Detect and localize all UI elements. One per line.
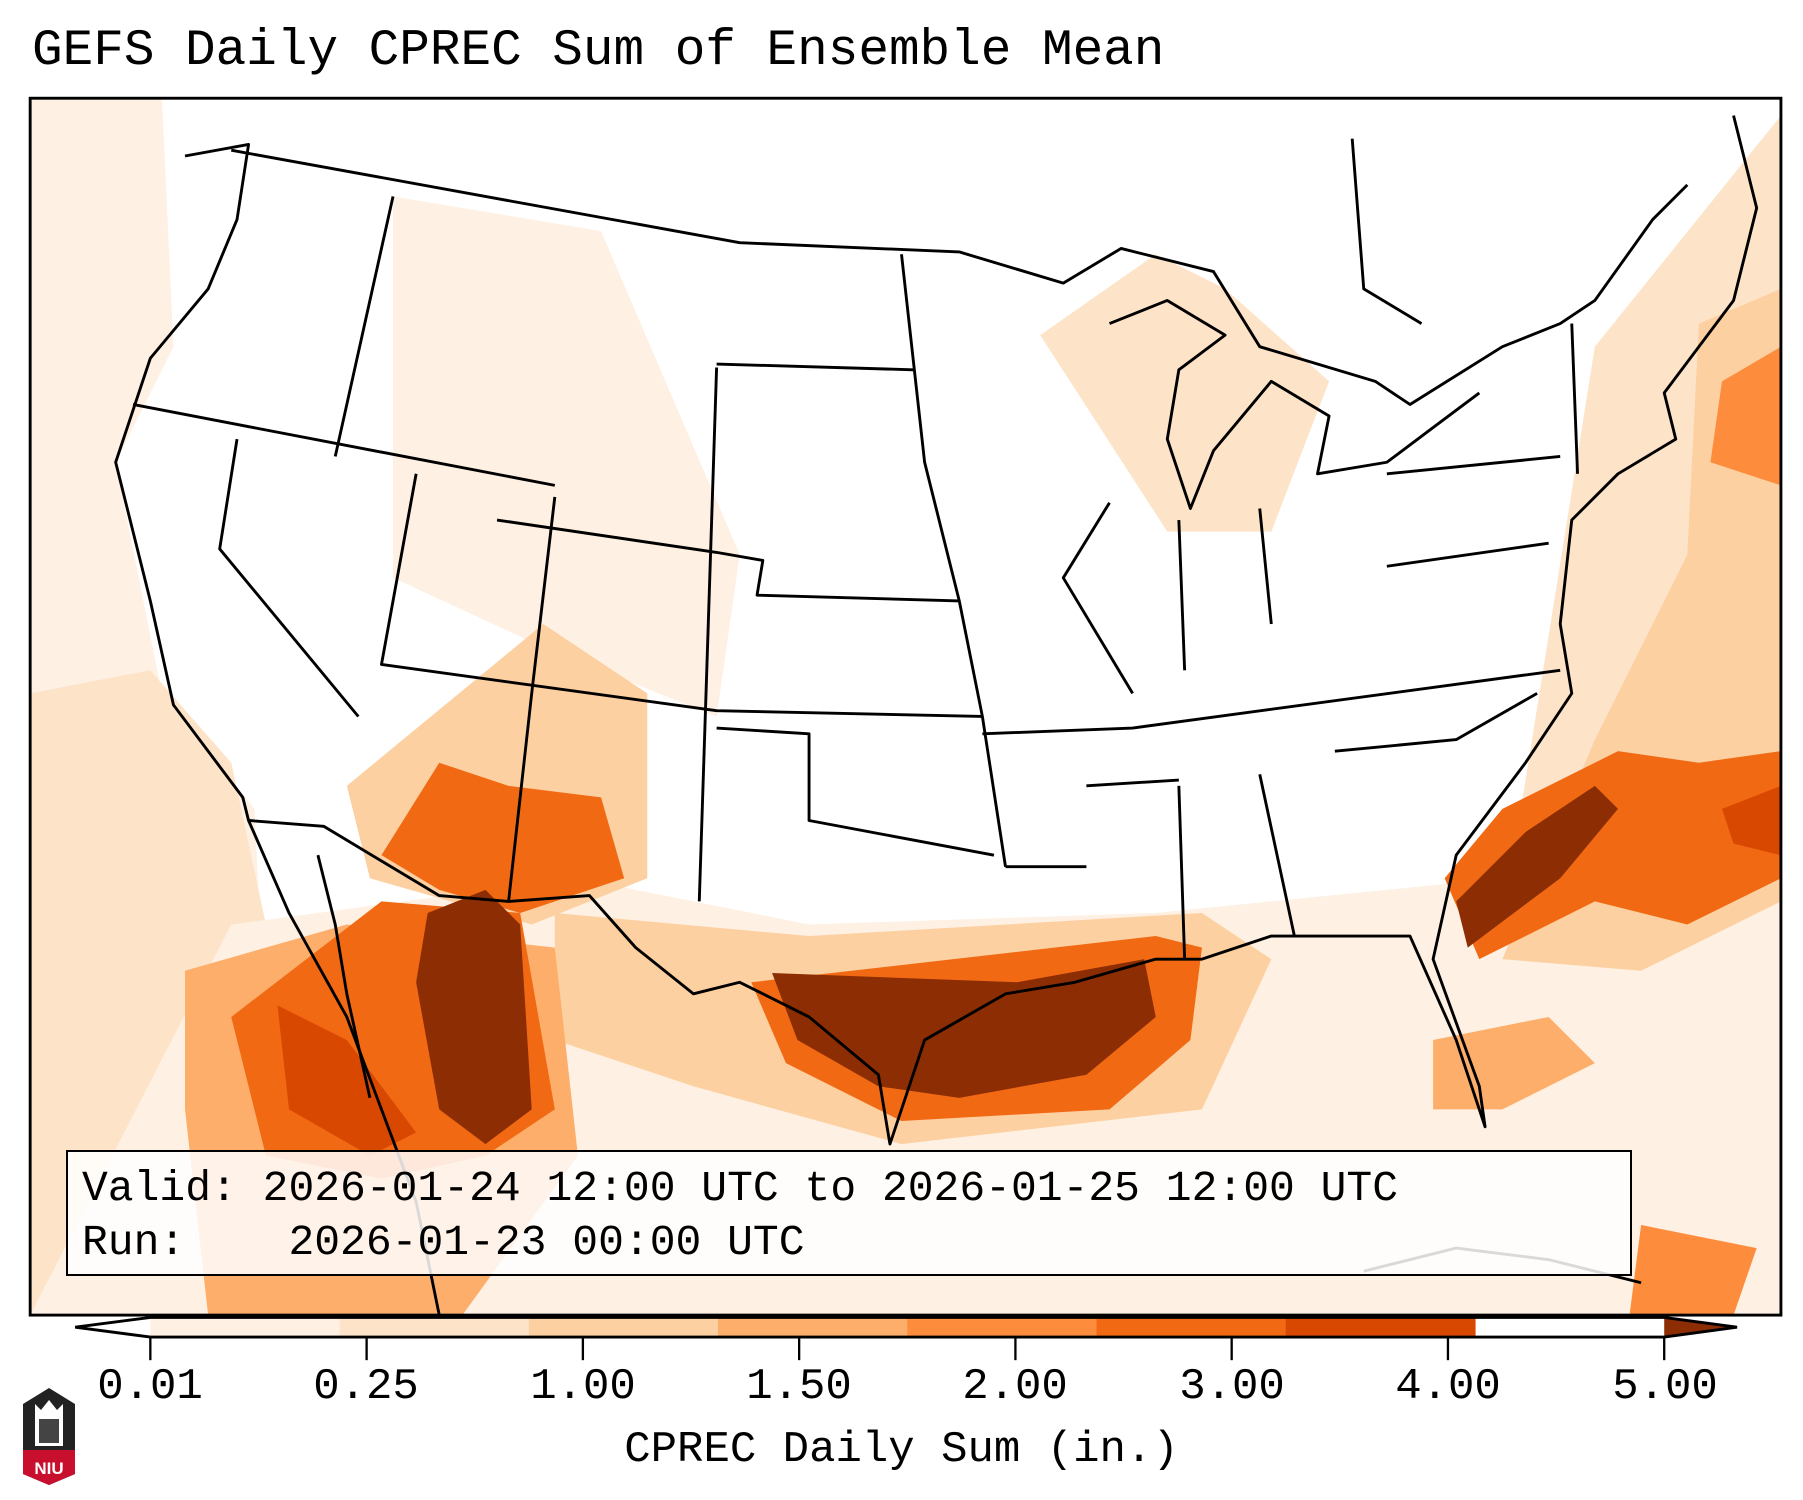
colorbar-over-arrow — [1664, 1317, 1738, 1338]
colorbar-bin — [1096, 1317, 1287, 1338]
map-frame — [28, 96, 1783, 1317]
precip-dark-gulf — [772, 959, 1156, 1098]
figure-title: GEFS Daily CPREC Sum of Ensemble Mean — [32, 23, 1165, 80]
colorbar-label: CPREC Daily Sum (in.) — [624, 1425, 1179, 1475]
precip-orange-atl — [1444, 751, 1781, 960]
colorbar-bin — [339, 1317, 530, 1338]
colorbar-tick-label: 5.00 — [1612, 1362, 1718, 1412]
precip-medium-atl — [1710, 346, 1781, 486]
info-box: Valid: 2026-01-24 12:00 UTC to 2026-01-2… — [66, 1150, 1632, 1276]
canada-border — [230, 148, 1689, 406]
colorbar-bin — [150, 1317, 341, 1338]
colorbar-tick-label: 3.00 — [1179, 1362, 1285, 1412]
colorbar-bin — [907, 1317, 1098, 1338]
valid-label: Valid: — [82, 1164, 237, 1213]
colorbar — [75, 1315, 1738, 1361]
colorbar-tick-label: 1.00 — [530, 1362, 636, 1412]
colorbar-tick-label: 1.50 — [746, 1362, 852, 1412]
svg-text:NIU: NIU — [34, 1459, 63, 1478]
precip-medium-caribbean — [1629, 1224, 1757, 1316]
us-outline — [114, 115, 1759, 1146]
precip-orange-sw — [381, 762, 625, 913]
colorbar-tick-label: 2.00 — [962, 1362, 1068, 1412]
great-lakes — [1108, 299, 1481, 510]
colorbar-bin — [718, 1317, 908, 1338]
run-label: Run: — [82, 1218, 186, 1267]
colorbar-tick-label: 4.00 — [1395, 1362, 1501, 1412]
precip-dark-mexico — [416, 889, 532, 1145]
colorbar-bin — [528, 1317, 719, 1338]
state-lines — [132, 138, 1579, 960]
colorbar-tick-label: 0.01 — [97, 1362, 203, 1412]
precip-darkorange-mexico — [277, 1005, 417, 1156]
colorbar-tick-label: 0.25 — [313, 1362, 419, 1412]
valid-time: 2026-01-24 12:00 UTC to 2026-01-25 12:00… — [262, 1164, 1399, 1213]
precip-light-rockies — [393, 196, 740, 717]
colorbar-under-arrow — [75, 1317, 151, 1338]
niu-logo: NIU — [23, 1388, 75, 1485]
baja — [316, 854, 372, 1099]
run-time: 2026-01-23 00:00 UTC — [288, 1218, 805, 1267]
precip-darkorange-atl — [1721, 785, 1781, 856]
precip-medium-fl — [1433, 1016, 1595, 1110]
precip-dark-atl — [1456, 785, 1618, 948]
colorbar-bin — [1285, 1317, 1476, 1338]
